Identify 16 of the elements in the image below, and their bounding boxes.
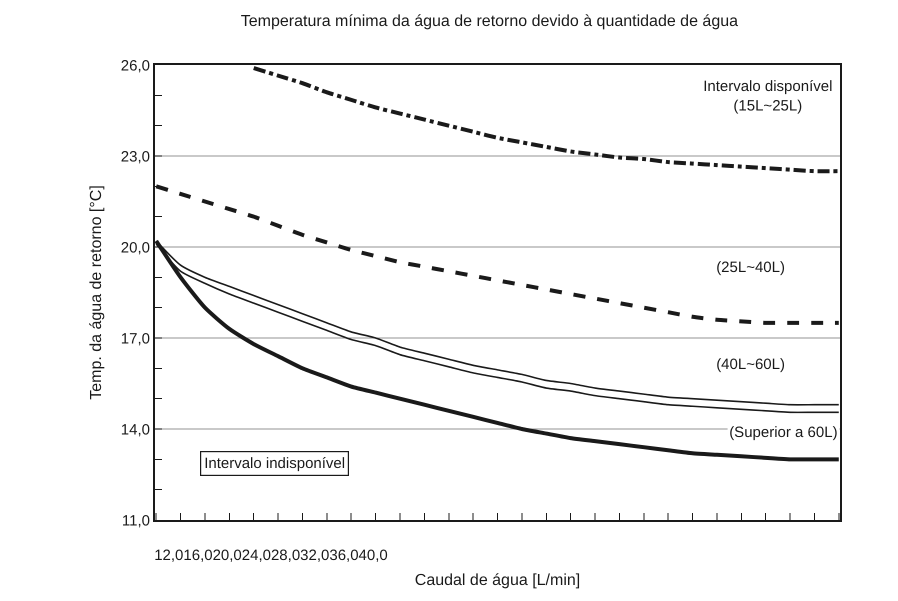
annotation: Intervalo indisponível [204,455,346,472]
annotation: (25L~40L) [716,259,786,276]
chart-title: Temperatura mínima da água de retorno devido à quantidade de água [240,13,738,30]
line-series [252,66,840,174]
y-tick-label: 14,0 [120,421,150,438]
annotation: Intervalo disponível (15L~25L) [703,78,832,115]
y-tick-label: 26,0 [120,57,150,74]
text: 12,016,020,024,028,032,036,040,0 [154,547,388,564]
y-tick-label: 23,0 [120,148,150,166]
x-axis-title: Caudal de água [L/min] [414,572,580,590]
y-axis-title: Temp. da água de retorno [°C] [88,185,106,400]
y-tick-label: 20,0 [120,239,150,256]
annotation: (Superior a 60L) [729,424,838,442]
y-tick-label: 11,0 [122,512,150,530]
annotation: (40L~60L) [716,356,786,374]
y-tick-label: 17,0 [120,330,150,348]
